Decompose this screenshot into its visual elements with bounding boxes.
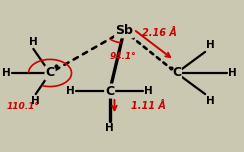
Text: 94.1°: 94.1° (110, 52, 136, 61)
Text: H: H (105, 123, 114, 133)
Text: Sb: Sb (115, 24, 133, 37)
Text: 110.1°: 110.1° (7, 102, 40, 111)
Text: H: H (66, 86, 75, 96)
Text: H: H (206, 40, 215, 50)
Text: H: H (31, 96, 40, 106)
Text: C: C (105, 85, 114, 98)
Text: H: H (206, 96, 215, 106)
Text: C: C (172, 66, 181, 79)
Text: H: H (2, 68, 11, 78)
Text: H: H (228, 68, 236, 78)
Text: 1.11 Å: 1.11 Å (131, 101, 166, 111)
Text: H: H (29, 37, 38, 47)
Text: C: C (45, 66, 55, 79)
Text: 2.16 Å: 2.16 Å (142, 28, 177, 38)
Text: H: H (144, 86, 153, 96)
